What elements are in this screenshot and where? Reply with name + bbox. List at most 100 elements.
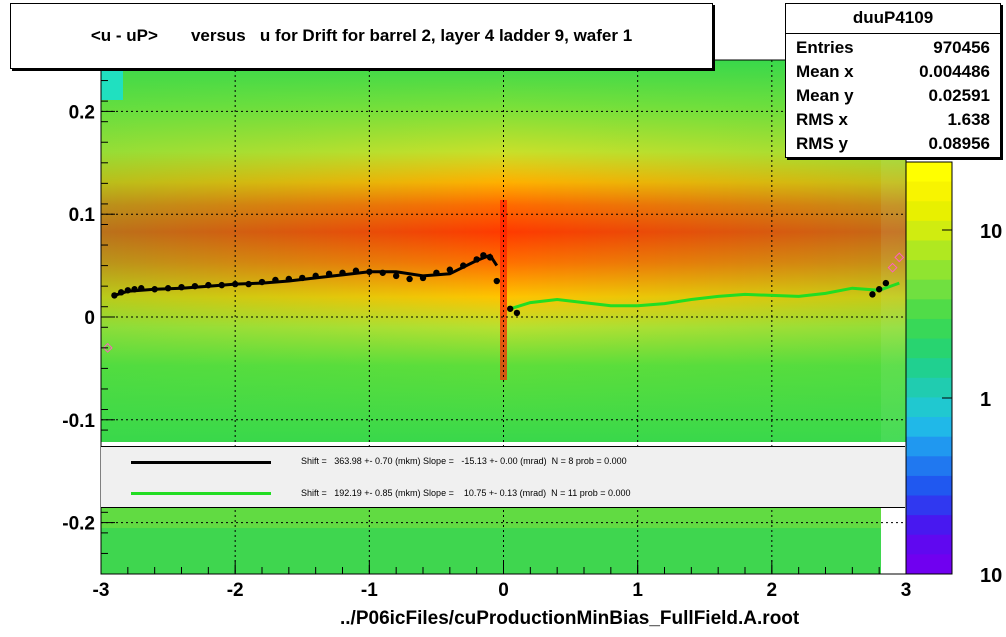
profile-point: [138, 285, 145, 292]
x-tick-label: -2: [227, 580, 244, 601]
axes: -3 -2 -1 0 1 2 3 -0.2 -0.1 0 0.1 0.2: [62, 59, 912, 601]
color-scale-step: [906, 475, 952, 497]
profile-point: [392, 272, 400, 280]
heatmap-lower-tint: [101, 508, 881, 528]
profile-point: [178, 283, 185, 291]
profile-point: [473, 256, 480, 263]
stats-value: 0.02591: [928, 86, 990, 105]
profile-point: [869, 291, 876, 298]
outlier-point: [102, 342, 113, 353]
profile-point: [882, 279, 890, 287]
stats-value: 1.638: [947, 110, 990, 129]
color-scale-step: [906, 377, 952, 398]
color-scale-step: [906, 397, 952, 418]
y-tick-label: -0.1: [62, 411, 95, 432]
x-tick-label: 2: [767, 580, 778, 601]
profile-point: [433, 269, 440, 276]
legend-swatch-green: [131, 492, 271, 495]
x-tick-label: 1: [632, 580, 643, 601]
profile-point: [245, 280, 252, 288]
grid-lines: [101, 60, 906, 574]
y-tick-label: 0.1: [69, 205, 96, 226]
y-tick-label: -0.2: [62, 514, 95, 535]
profile-point: [164, 285, 172, 292]
x-tick-label: -3: [93, 580, 110, 601]
x-tick-label: -1: [361, 580, 378, 601]
color-scale-step: [906, 162, 952, 183]
color-scale-label: 1: [980, 389, 991, 411]
profile-point: [486, 254, 494, 261]
profile-point: [312, 272, 319, 280]
color-scale-step: [906, 534, 952, 555]
color-scale-step: [906, 436, 952, 457]
y-tick-label: 0.2: [69, 102, 95, 123]
profile-point: [419, 274, 427, 282]
color-scale-step: [906, 417, 952, 438]
color-scale-step: [906, 279, 952, 300]
profile-point: [493, 277, 500, 285]
color-scale-step: [906, 495, 952, 516]
color-scale-label: 10: [980, 565, 1002, 587]
legend-text-black: Shift = 363.98 +- 0.70 (mkm) Slope = -15…: [301, 456, 627, 466]
file-path-label: ../P06icFiles/cuProductionMinBias_FullFi…: [340, 608, 800, 629]
color-scale-step: [906, 318, 952, 340]
color-scale-step: [906, 515, 952, 536]
stats-value: 0.08956: [928, 134, 990, 153]
profile-point: [231, 280, 239, 288]
profile-point: [111, 292, 118, 299]
chart-title: <u - uP> versus u for Drift for barrel 2…: [90, 26, 633, 45]
series-layer: [102, 252, 905, 353]
profile-point: [299, 274, 306, 282]
x-tick-label: 0: [498, 580, 509, 601]
profile-point: [124, 287, 132, 294]
stats-row-mean-y: Mean y 0.02591: [796, 86, 990, 108]
profile-point: [272, 276, 279, 284]
color-scale-step: [906, 201, 952, 222]
color-scale-bar: 10 1 10: [905, 161, 1002, 587]
y-tick-label: 0: [84, 308, 95, 329]
profile-point: [218, 281, 225, 289]
profile-point: [406, 275, 413, 283]
profile-point: [875, 286, 883, 293]
stats-value: 0.004486: [919, 62, 990, 81]
stats-label: RMS y: [796, 134, 848, 153]
color-scale-frame: [905, 161, 953, 575]
stats-row-rms-x: RMS x 1.638: [796, 110, 990, 132]
stats-label: Mean x: [796, 62, 854, 81]
color-scale-step: [906, 338, 952, 359]
fit-line: [509, 281, 900, 311]
legend-text-green: Shift = 192.19 +- 0.85 (mkm) Slope = 10.…: [301, 488, 631, 498]
profile-point: [366, 268, 373, 275]
color-scale-step: [906, 299, 952, 320]
profile-point: [205, 281, 212, 289]
profile-point: [117, 289, 125, 296]
profile-point: [446, 266, 454, 273]
color-scale-step: [906, 456, 952, 477]
histogram-name: duuP4109: [852, 8, 934, 27]
stats-box: duuP4109 Entries 970456 Mean x 0.004486 …: [785, 3, 1001, 158]
x-tick-label: 3: [901, 580, 912, 601]
profile-point: [352, 267, 360, 274]
color-scale-step: [906, 554, 952, 575]
stats-row-mean-x: Mean x 0.004486: [796, 62, 990, 84]
stats-row-entries: Entries 970456: [796, 38, 990, 60]
color-scale-step: [906, 181, 952, 202]
profile-point: [131, 286, 138, 293]
profile-point: [339, 269, 346, 276]
color-scale-step: [906, 220, 952, 241]
outlier-point: [894, 252, 905, 263]
profile-point: [480, 252, 487, 259]
stats-value: 970456: [933, 38, 990, 57]
profile-point: [507, 305, 514, 312]
profile-point: [285, 275, 293, 283]
profile-point: [379, 269, 386, 276]
stats-label: RMS x: [796, 110, 848, 129]
profile-point: [258, 278, 266, 286]
color-scale-step: [906, 358, 952, 379]
stats-label: Entries: [796, 38, 854, 57]
profile-point: [151, 286, 158, 293]
stats-separator: [786, 33, 1000, 34]
stats-row-rms-y: RMS y 0.08956: [796, 134, 990, 156]
color-scale-step: [906, 260, 952, 281]
profile-point: [325, 270, 333, 278]
